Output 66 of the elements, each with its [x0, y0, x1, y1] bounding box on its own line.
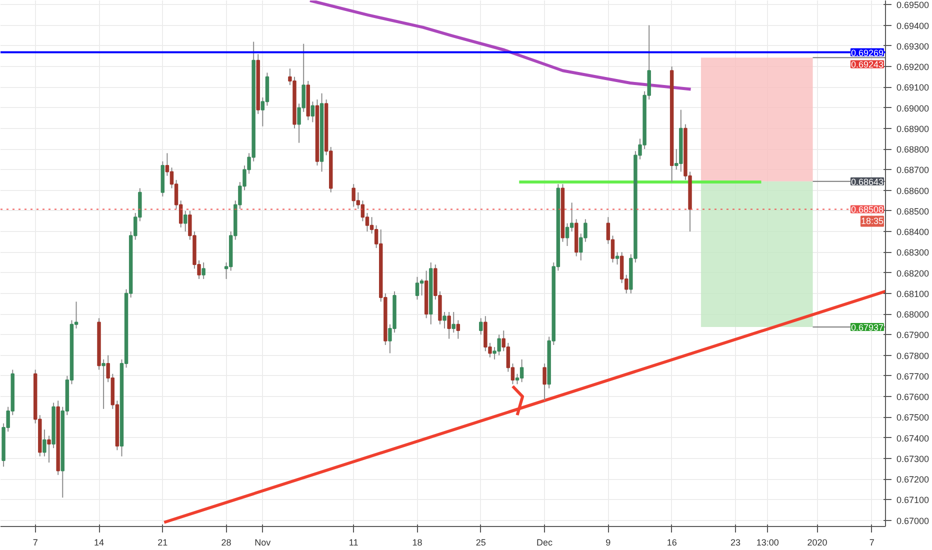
ref-line-label: 0.69269 [850, 48, 884, 58]
y-tick-label: 0.69300 [896, 41, 930, 52]
y-tick-label: 0.67300 [896, 454, 930, 464]
candlestick [520, 358, 524, 383]
x-tick-label: 2020 [807, 538, 828, 548]
candlestick [184, 210, 188, 232]
candlestick [415, 276, 420, 300]
x-tick-label: Nov [254, 538, 272, 548]
x-tick-label: 28 [221, 538, 232, 548]
x-tick-label: 25 [476, 538, 486, 548]
annotation: 0.68643 [850, 176, 884, 187]
y-tick-label: 0.68700 [896, 165, 930, 176]
x-tick-label: Dec [536, 538, 554, 548]
y-tick-label: 0.67000 [896, 516, 930, 526]
candlestick [615, 252, 620, 266]
y-tick-label: 0.68300 [896, 248, 930, 258]
candlestick [447, 311, 451, 340]
y-tick-label: 0.68100 [896, 288, 930, 299]
candlestick [47, 435, 51, 464]
candlestick [42, 429, 46, 457]
y-tick-label: 0.68400 [896, 227, 930, 238]
y-tick-label: 0.68900 [896, 124, 930, 134]
y-tick-label: 0.69500 [896, 0, 930, 10]
y-tick-label: 0.69000 [896, 103, 930, 114]
y-tick-label: 0.68500 [896, 206, 930, 216]
y-tick-label: 0.67900 [896, 330, 930, 340]
line-series [308, 0, 692, 91]
x-tick-label: 7 [869, 538, 874, 548]
y-tick-label: 0.69200 [896, 62, 930, 72]
y-tick-label: 0.68000 [896, 310, 930, 320]
y-tick-label: 0.67200 [896, 474, 930, 485]
y-tick-label: 0.67700 [896, 371, 930, 382]
candlestick [479, 318, 483, 336]
y-tick-label: 0.67400 [896, 433, 930, 444]
y-tick-label: 0.67800 [896, 350, 930, 361]
x-tick-label: 18 [412, 538, 422, 548]
candlestick [420, 278, 424, 296]
candlestick [542, 363, 546, 402]
x-tick-label: 13:00 [756, 538, 779, 548]
candlestick [456, 320, 460, 340]
y-tick-label: 0.68600 [896, 186, 930, 196]
candlestick [565, 222, 570, 246]
y-tick-label: 0.67100 [896, 495, 930, 506]
y-tick-label: 0.67600 [896, 392, 930, 402]
candlestick [452, 311, 456, 334]
annotation: 0.67937 [850, 322, 884, 333]
x-tick-label: 11 [348, 538, 358, 548]
candlestick [102, 358, 106, 410]
candlestick [202, 262, 206, 280]
annotation: 18:35 [860, 216, 884, 226]
annotation: 0.69243 [850, 60, 884, 70]
candlestick [360, 200, 365, 222]
x-tick-label: 16 [666, 538, 677, 548]
x-tick-label: 14 [94, 538, 104, 548]
y-tick-label: 0.68200 [896, 268, 930, 278]
y-tick-label: 0.68800 [896, 144, 930, 155]
ref-line-label: 0.68508 [850, 204, 884, 215]
candlestick [310, 101, 315, 123]
y-tick-label: 0.67500 [896, 412, 930, 423]
x-tick-label: 9 [606, 538, 611, 548]
y-tick-label: 0.69100 [896, 82, 930, 93]
y-tick-label: 0.69400 [896, 20, 930, 31]
x-tick-label: 7 [32, 538, 38, 548]
x-tick-label: 23 [730, 538, 740, 548]
x-tick-label: 21 [158, 538, 168, 548]
candlestick [442, 311, 446, 329]
